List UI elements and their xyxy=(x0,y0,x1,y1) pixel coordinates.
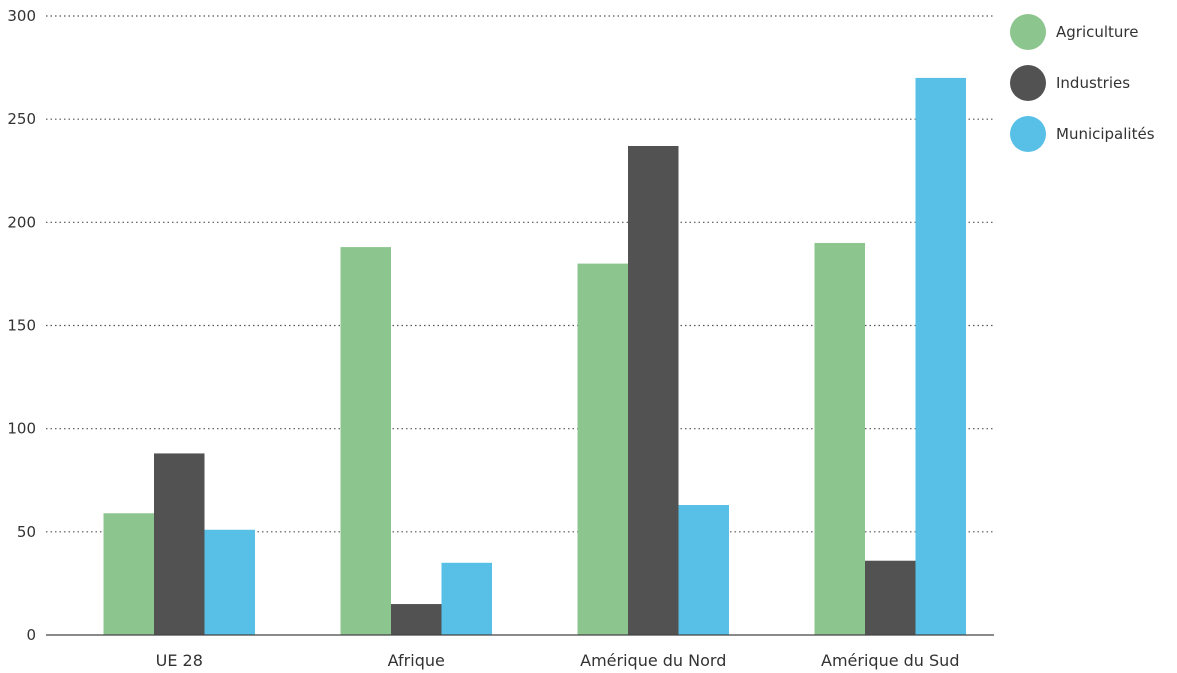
grid-lines xyxy=(46,15,994,533)
bar-industries-0 xyxy=(154,453,205,635)
legend-label-municipalites: Municipalités xyxy=(1056,125,1155,143)
y-tick-label-0: 0 xyxy=(26,626,36,644)
bar-municipalit-s-1 xyxy=(441,562,492,635)
bar-agriculture-1 xyxy=(340,247,391,636)
bar-industries-1 xyxy=(391,604,442,635)
y-tick-label-250: 250 xyxy=(7,110,36,128)
y-tick-label-150: 150 xyxy=(7,317,36,335)
bar-industries-2 xyxy=(628,145,679,636)
x-category-label-3: Amérique du Sud xyxy=(821,651,959,670)
bar-municipalit-s-0 xyxy=(204,529,255,635)
legend-label-industries: Industries xyxy=(1056,74,1131,92)
y-tick-label-200: 200 xyxy=(7,213,36,231)
x-category-label-2: Amérique du Nord xyxy=(580,651,726,670)
legend-swatch-municipalites xyxy=(1010,116,1046,152)
x-category-label-0: UE 28 xyxy=(156,651,203,670)
y-tick-label-100: 100 xyxy=(7,420,36,438)
y-tick-label-50: 50 xyxy=(17,523,36,541)
legend-label-agriculture: Agriculture xyxy=(1056,23,1139,41)
bars xyxy=(103,77,966,636)
bar-agriculture-0 xyxy=(103,513,154,635)
bar-agriculture-3 xyxy=(814,242,865,635)
legend-item-industries[interactable]: Industries xyxy=(1010,65,1155,101)
legend-swatch-agriculture xyxy=(1010,14,1046,50)
bar-industries-3 xyxy=(865,560,916,635)
y-tick-label-300: 300 xyxy=(7,7,36,25)
bar-municipalit-s-3 xyxy=(915,77,966,635)
bar-agriculture-2 xyxy=(577,263,628,635)
legend-item-agriculture[interactable]: Agriculture xyxy=(1010,14,1155,50)
legend-swatch-industries xyxy=(1010,65,1046,101)
x-category-label-1: Afrique xyxy=(388,651,445,670)
axes: 0 50 100 150 200 250 300 UE 28 Afrique Amérique d… xyxy=(7,7,994,670)
legend-item-municipalites[interactable]: Municipalités xyxy=(1010,116,1155,152)
bar-municipalit-s-2 xyxy=(678,505,729,635)
legend: Agriculture Industries Municipalités xyxy=(1010,14,1155,167)
